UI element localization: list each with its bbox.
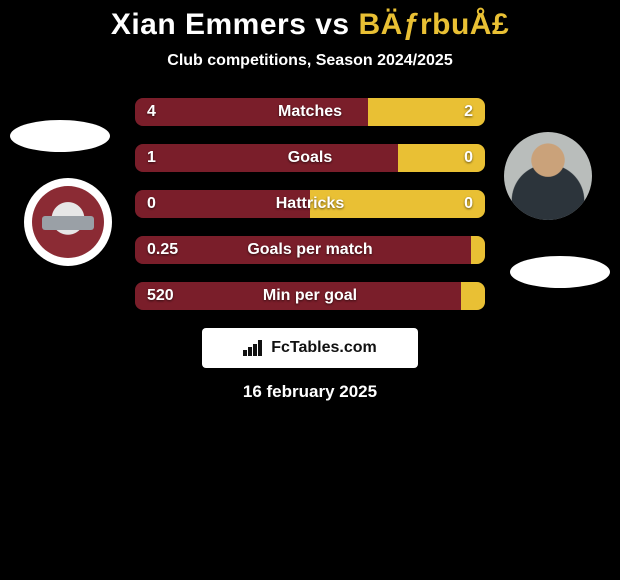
title-vs: vs bbox=[315, 8, 349, 41]
stat-label: Min per goal bbox=[135, 282, 485, 310]
stat-row: Matches4 2 bbox=[135, 98, 485, 126]
club-badge-icon bbox=[32, 186, 104, 258]
stat-row: Goals1 0 bbox=[135, 144, 485, 172]
stat-value-left: 0 bbox=[147, 190, 156, 218]
player1-club-badge bbox=[24, 178, 112, 266]
stat-label: Goals per match bbox=[135, 236, 485, 264]
stat-value-left: 4 bbox=[147, 98, 156, 126]
comparison-card: Xian Emmers vs BÄƒrbuÅ£ Club competition… bbox=[0, 0, 620, 402]
stat-value-right: 0 bbox=[464, 190, 473, 218]
stat-bars: Matches42Goals10Hattricks00Goals per mat… bbox=[135, 98, 485, 310]
stat-value-right: 0 bbox=[464, 144, 473, 172]
subtitle: Club competitions, Season 2024/2025 bbox=[0, 52, 620, 70]
player2-avatar bbox=[504, 132, 592, 220]
player2-name-oval bbox=[510, 256, 610, 288]
stat-value-right: 2 bbox=[464, 98, 473, 126]
bar-chart-icon bbox=[243, 340, 265, 356]
brand-text: FcTables.com bbox=[271, 339, 377, 357]
player1-name-oval bbox=[10, 120, 110, 152]
stat-label: Matches bbox=[135, 98, 485, 126]
stat-row: Hattricks0 0 bbox=[135, 190, 485, 218]
date-text: 16 february 2025 bbox=[0, 382, 620, 402]
stat-value-left: 0.25 bbox=[147, 236, 178, 264]
avatar-icon bbox=[504, 132, 592, 220]
page-title: Xian Emmers vs BÄƒrbuÅ£ bbox=[0, 8, 620, 42]
title-player2: BÄƒrbuÅ£ bbox=[358, 8, 509, 41]
brand-box[interactable]: FcTables.com bbox=[202, 328, 418, 368]
stat-row: Min per goal520 bbox=[135, 282, 485, 310]
stat-value-left: 1 bbox=[147, 144, 156, 172]
stat-label: Goals bbox=[135, 144, 485, 172]
stat-value-left: 520 bbox=[147, 282, 174, 310]
stat-row: Goals per match0.25 bbox=[135, 236, 485, 264]
title-player1: Xian Emmers bbox=[111, 8, 307, 41]
stat-label: Hattricks bbox=[135, 190, 485, 218]
